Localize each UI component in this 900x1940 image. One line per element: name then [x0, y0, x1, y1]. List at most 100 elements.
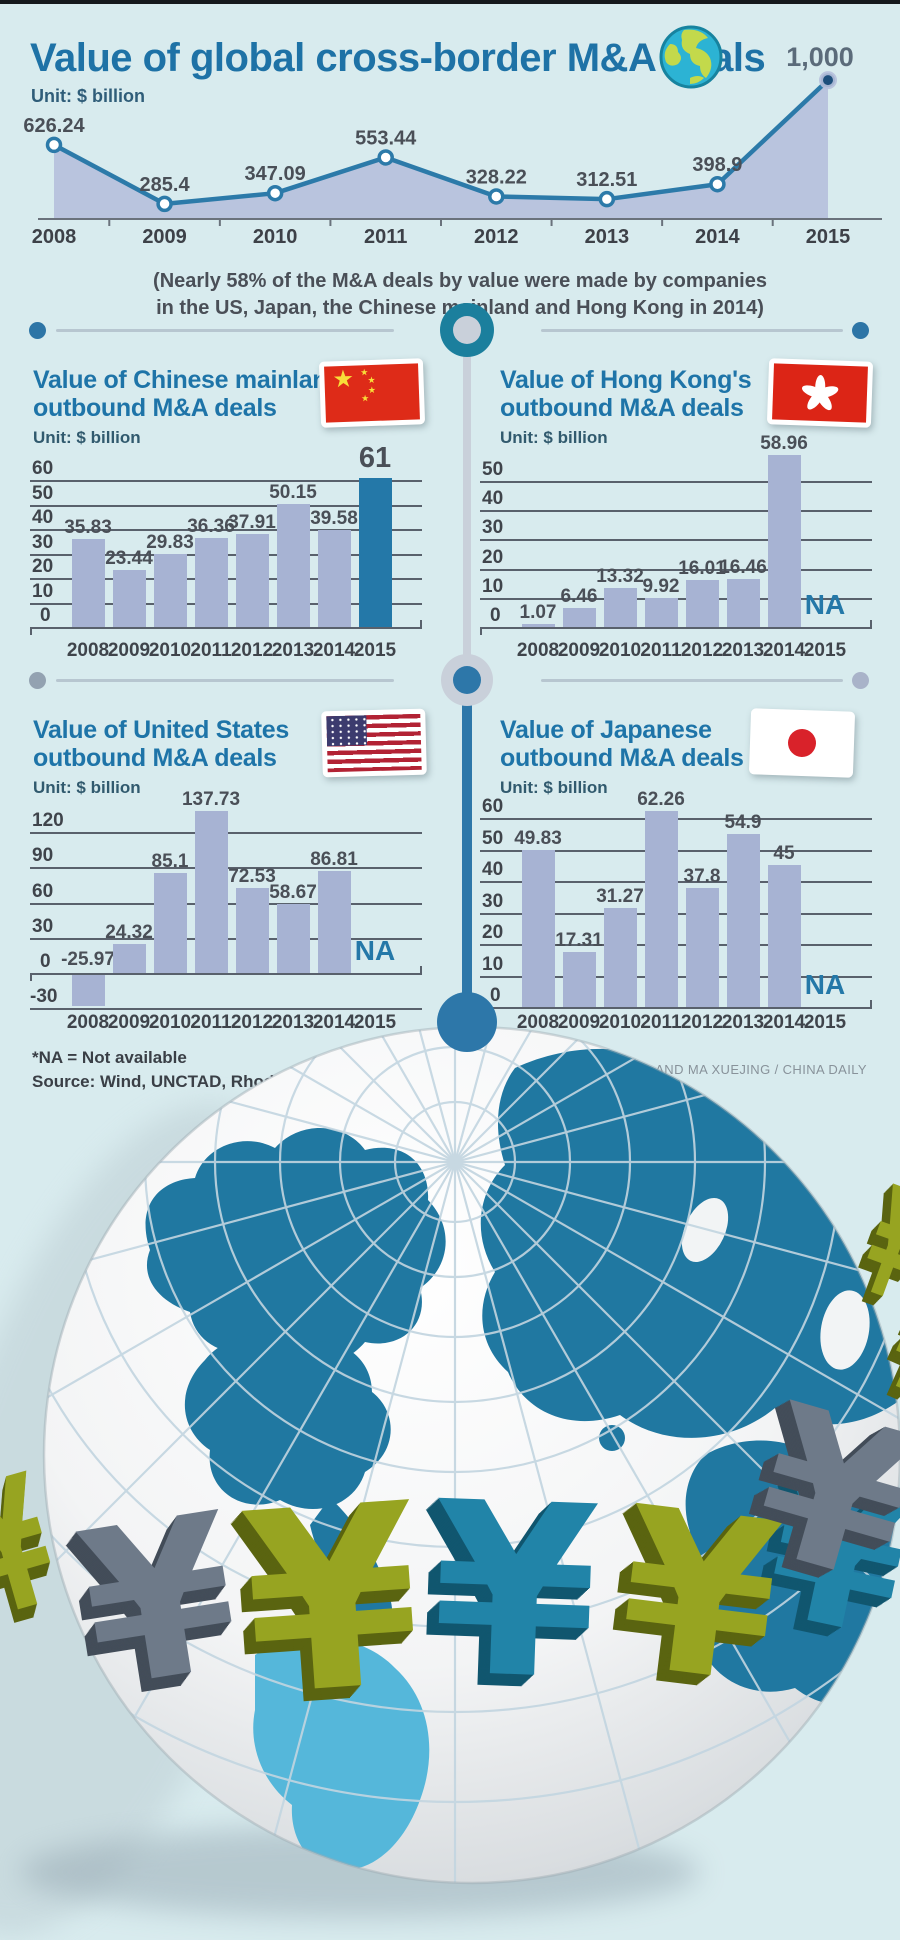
bar-value-label: 36.36	[187, 515, 235, 537]
year-label: 2013	[585, 226, 630, 248]
bar	[71, 539, 105, 627]
bar-value-label: 45	[773, 843, 795, 865]
year-label: 2015	[353, 640, 397, 661]
bar	[153, 873, 187, 973]
year-label: 2011	[364, 226, 407, 248]
bar	[112, 944, 146, 973]
longitude-line	[454, 1027, 846, 1163]
y-tick-label: 40	[32, 507, 54, 528]
divider-dot-left-2	[29, 672, 46, 689]
bar-value-label: 54.9	[724, 812, 762, 834]
year-label: 2012	[680, 1012, 724, 1033]
longitude-line	[454, 1027, 900, 1163]
bar-value-label: 50.15	[269, 482, 317, 504]
divider-dot-right-1	[852, 322, 869, 339]
year-label: 2015	[353, 1012, 397, 1033]
china-title-line2: outbound M&A deals	[33, 394, 277, 422]
y-tick-label: 20	[482, 546, 504, 568]
year-label: 2014	[695, 226, 740, 248]
y-tick-label: 0	[490, 605, 501, 626]
x-axis	[480, 1007, 872, 1009]
connector-pin-2-core	[453, 666, 481, 694]
chart-note: (Nearly 58% of the M&A deals by value we…	[150, 268, 770, 322]
japan-bar-chart: 0 10 20 30 40 50 60 49.83 2008 17.31 2009 31.27 2010…	[480, 789, 880, 1040]
year-label: 2010	[148, 640, 192, 661]
connector-stem-2	[462, 700, 472, 1005]
hong-kong-unit-label: Unit: $ billion	[500, 428, 608, 447]
gridline	[480, 568, 872, 571]
year-label: 2011	[190, 640, 232, 661]
data-point	[709, 175, 726, 193]
bar	[358, 477, 392, 627]
y-tick-label: 10	[482, 953, 504, 975]
bar-value-label: 86.81	[310, 848, 358, 870]
inland-sea-2	[820, 1290, 870, 1370]
y-tick-label: 90	[32, 845, 54, 867]
bar-value-label: 24.32	[105, 922, 153, 944]
global-line-chart: 626.24 2008 285.4 2009 347.09 2010 553.44 2011 3…	[23, 42, 882, 248]
bar	[112, 569, 146, 627]
bar-value-label: 6.46	[560, 586, 598, 608]
y-tick-label: 30	[482, 890, 504, 912]
yen-symbol: ¥	[427, 1451, 603, 1734]
gridline	[30, 529, 422, 531]
connector-pin-1-core	[453, 316, 481, 344]
year-label: 2010	[598, 1012, 642, 1033]
bar-value-label: 17.31	[555, 930, 603, 952]
bar	[685, 887, 719, 1007]
bar-value-label: 16.01	[678, 558, 726, 580]
point-value-label: 328.22	[466, 166, 527, 188]
divider-line-right-1	[541, 329, 843, 332]
year-label: 2013	[271, 640, 315, 661]
bar-value-label: 9.92	[642, 576, 680, 598]
gridline	[30, 480, 422, 482]
year-label: 2015	[806, 226, 851, 248]
bar-value-label: 137.73	[181, 789, 241, 811]
top-edge-bar	[0, 0, 900, 4]
y-tick-label: 30	[482, 517, 504, 539]
longitude-line	[252, 1027, 457, 1163]
bar-value-label: 16.46	[719, 556, 767, 578]
x-axis	[30, 627, 422, 629]
year-label: 2012	[230, 1012, 274, 1033]
divider-dot-right-2	[852, 672, 869, 689]
bar-value-label: 31.27	[596, 886, 644, 908]
bar	[276, 504, 310, 627]
gridline	[480, 539, 872, 542]
area-fill	[54, 80, 828, 219]
point-value-label: 626.24	[23, 115, 85, 137]
connector-ball	[437, 992, 497, 1052]
data-point	[156, 195, 173, 213]
longitude-line	[64, 1027, 456, 1163]
us-unit-label: Unit: $ billion	[33, 778, 141, 797]
bar-value-label: 1.07	[519, 601, 557, 623]
hong-kong-title-line2: outbound M&A deals	[500, 394, 744, 422]
year-label: 2009	[142, 226, 187, 248]
japan-unit-label: Unit: $ billion	[500, 778, 608, 797]
bar	[521, 850, 555, 1007]
divider-line-left-1	[56, 329, 394, 332]
year-label: 2010	[148, 1012, 192, 1033]
gridline	[30, 1008, 422, 1011]
longitude-line	[454, 1161, 846, 1839]
continent-africa	[678, 1440, 900, 1706]
year-label: 2014	[762, 1012, 806, 1033]
bar	[603, 908, 637, 1007]
bar-value-label: 37.8	[683, 865, 721, 887]
year-label: 2011	[640, 640, 682, 661]
hong-kong-bar-chart: 0 10 20 30 40 50 1.07 2008 6.46 2009 13.32 2010 9.92…	[480, 433, 880, 662]
y-tick-label: 40	[482, 488, 504, 510]
axis-end-tick	[870, 620, 872, 628]
bar	[644, 598, 678, 627]
year-label: 2015	[803, 1012, 847, 1033]
us-bar-chart: -30 0 30 60 90 120 -25.97 2008 24.32 2009 85.1 2010…	[30, 789, 430, 1040]
year-label: 2014	[312, 1012, 356, 1033]
longitude-line	[454, 1027, 900, 1163]
bar	[562, 608, 596, 627]
year-label: 2012	[474, 226, 519, 248]
y-tick-label: 60	[32, 880, 54, 902]
page-title: Value of global cross-border M&A deals	[30, 36, 766, 80]
y-tick-label: 60	[482, 796, 504, 817]
continent-central-america	[310, 1498, 393, 1631]
bar	[317, 870, 351, 973]
